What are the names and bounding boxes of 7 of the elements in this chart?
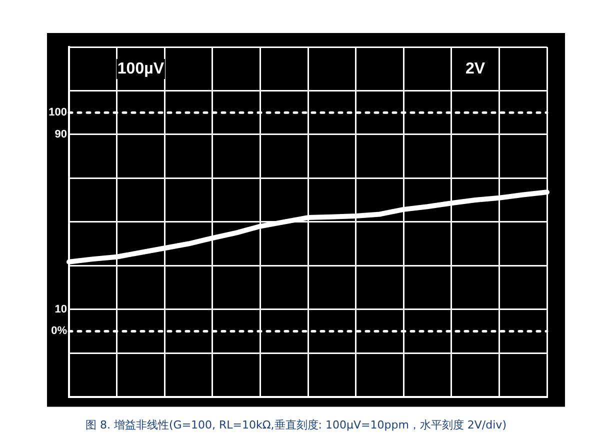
ref-line-label: 100 <box>48 106 67 119</box>
y-tick-label: 90 <box>54 128 67 140</box>
annotation: 2V <box>466 60 486 78</box>
annotation: 100µV <box>117 60 164 78</box>
ref-line-label: 0% <box>51 325 68 338</box>
text: 图 8. 增益非线性(G=100, RL=10kΩ,垂直刻度: 100μV=10ppm，水平刻度 2V/div) <box>86 418 506 432</box>
y-tick-label: 10 <box>54 303 67 316</box>
